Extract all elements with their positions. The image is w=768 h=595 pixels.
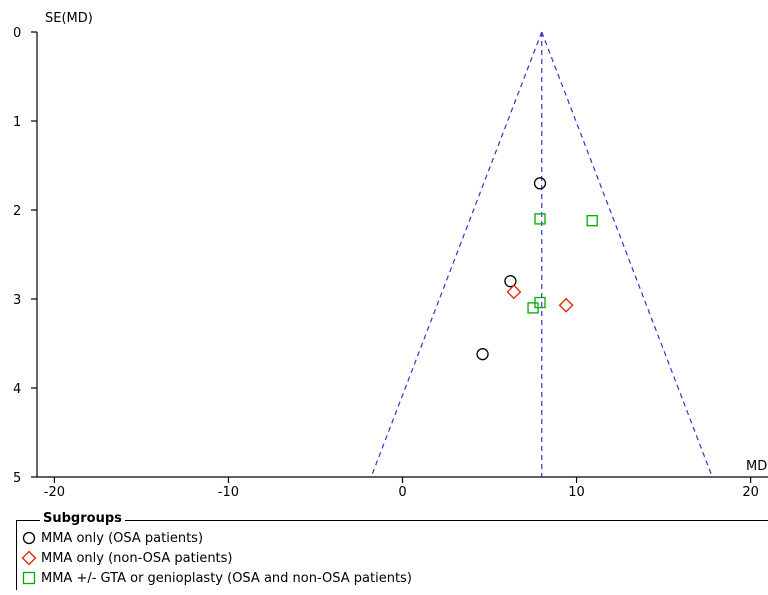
point-non-osa <box>558 297 574 313</box>
y-tick-label: 3 <box>13 293 21 308</box>
funnel-plot: 0 1 2 3 4 5 -20 -10 0 10 20 SE(MD) MD <box>13 11 768 500</box>
y-tick-label: 2 <box>13 204 21 219</box>
x-tick-label: -20 <box>44 485 65 500</box>
circle-icon <box>22 531 36 545</box>
legend-frame <box>16 520 768 590</box>
legend-item-gta: MMA +/- GTA or genioplasty (OSA and non-… <box>21 569 412 587</box>
axes: 0 1 2 3 4 5 -20 -10 0 10 20 SE(MD) MD <box>13 11 768 500</box>
point-osa <box>533 177 547 190</box>
legend-label: MMA +/- GTA or genioplasty (OSA and non-… <box>41 570 412 586</box>
x-tick-label: 0 <box>398 485 406 500</box>
funnel-left-line <box>370 31 543 478</box>
x-axis-title: MD <box>746 459 767 474</box>
x-tick-label: 20 <box>742 485 759 500</box>
point-gta <box>534 213 546 225</box>
funnel-right-line <box>541 31 713 478</box>
y-axis-title: SE(MD) <box>45 11 93 26</box>
funnel-lines <box>370 31 713 478</box>
y-tick-label: 4 <box>13 382 21 397</box>
point-osa <box>504 275 517 288</box>
point-osa <box>476 348 489 361</box>
y-tick-label: 1 <box>13 115 21 130</box>
legend-title: Subgroups <box>40 510 125 528</box>
data-points <box>476 177 598 361</box>
point-non-osa <box>506 284 522 300</box>
y-tick-label: 5 <box>13 471 21 486</box>
x-tick-label: 10 <box>568 485 585 500</box>
legend-item-osa: MMA only (OSA patients) <box>21 529 203 547</box>
legend: Subgroups MMA only (OSA patients) MMA on… <box>16 510 768 590</box>
point-gta <box>586 215 598 227</box>
x-tick-label: -10 <box>218 485 239 500</box>
y-tick-label: 0 <box>13 26 21 41</box>
legend-label: MMA only (OSA patients) <box>41 530 204 546</box>
square-icon <box>22 571 36 585</box>
legend-label: MMA only (non-OSA patients) <box>41 550 233 566</box>
point-gta <box>527 302 539 314</box>
legend-item-non-osa: MMA only (non-OSA patients) <box>21 549 233 567</box>
diamond-icon <box>21 550 37 566</box>
